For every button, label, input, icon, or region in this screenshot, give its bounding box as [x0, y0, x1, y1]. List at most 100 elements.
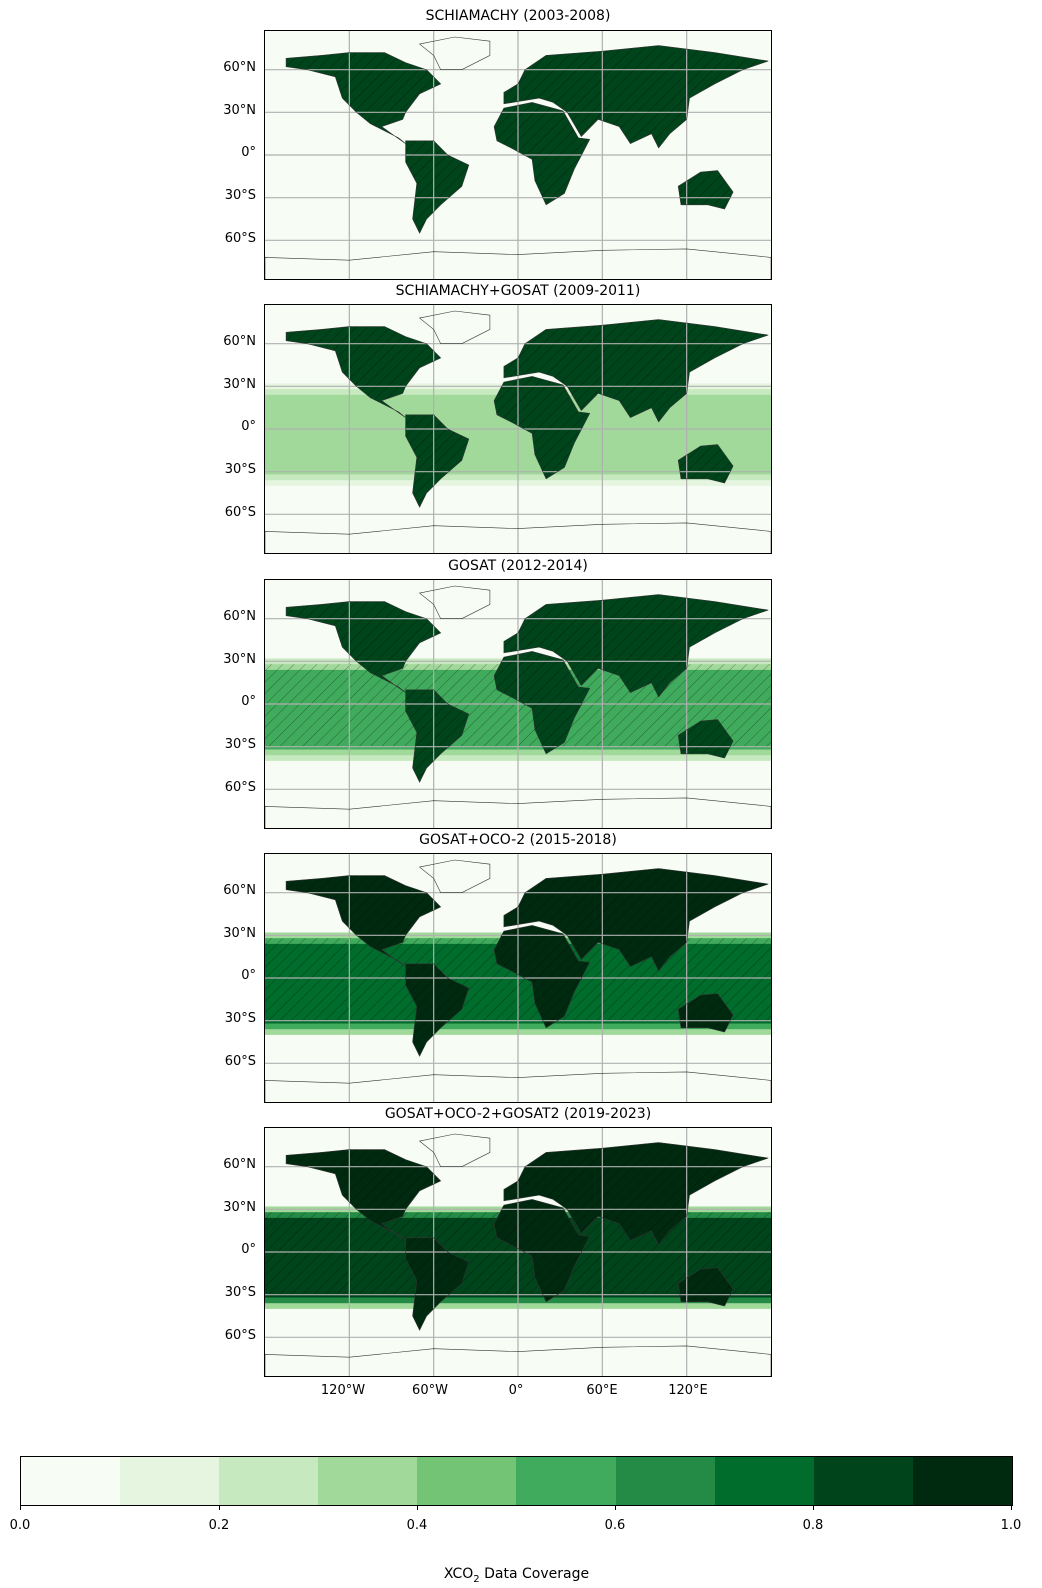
lat-label-30s: 30°S — [224, 188, 256, 203]
coastline-africa — [493, 376, 591, 480]
lon-label-120w: 120°W — [320, 1383, 366, 1398]
colorbar-segment — [417, 1457, 517, 1505]
lat-label-30s: 30°S — [224, 1285, 256, 1300]
high-coverage-hatch — [286, 326, 441, 418]
lat-label-30s: 30°S — [224, 737, 256, 752]
coverage-map — [265, 305, 771, 553]
high-coverage-hatch — [405, 1237, 469, 1331]
coverage-map — [265, 1128, 771, 1376]
colorbar-tick — [219, 1505, 220, 1510]
coastline-antarctica — [265, 1345, 771, 1376]
colorbar-segment — [912, 1457, 1012, 1505]
coastline-greenland — [418, 585, 491, 620]
coastline-eurasia — [503, 1142, 769, 1246]
colorbar-title-rest: Data Coverage — [479, 1566, 590, 1582]
high-coverage-hatch — [405, 689, 469, 783]
high-coverage-hatch — [503, 45, 769, 148]
coastline-australia — [677, 170, 734, 210]
coastline-antarctica — [265, 797, 771, 828]
map-frame — [264, 30, 772, 280]
coastline-namerica — [285, 601, 442, 693]
high-coverage-hatch — [503, 868, 769, 971]
panel-title: GOSAT+OCO-2 (2015-2018) — [419, 832, 617, 848]
colorbar-segment — [120, 1457, 220, 1505]
lat-label-0: 0° — [241, 419, 256, 434]
colorbar-segment — [813, 1457, 913, 1505]
coastline-eurasia — [503, 45, 769, 149]
coastline-greenland — [418, 36, 491, 71]
coastline-africa — [493, 925, 591, 1029]
lat-label-60n: 60°N — [223, 334, 256, 349]
colorbar-segment — [21, 1457, 121, 1505]
colorbar-tick-label: 0.2 — [208, 1518, 230, 1533]
lat-label-60s: 60°S — [224, 1054, 256, 1069]
lat-label-30n: 30°N — [223, 926, 256, 941]
colorbar-title-sub: 2 — [473, 1573, 480, 1585]
coastline-eurasia — [503, 868, 769, 972]
lon-label-0: 0° — [508, 1383, 524, 1398]
coastline-antarctica — [265, 522, 771, 553]
lon-label-60e: 60°E — [586, 1383, 618, 1398]
coastline-samerica — [405, 1237, 470, 1331]
map-frame — [264, 579, 772, 829]
colorbar-tick-label: 0.0 — [9, 1518, 31, 1533]
coastline-namerica — [285, 875, 442, 967]
high-coverage-hatch — [678, 444, 734, 483]
coverage-map — [265, 580, 771, 828]
lat-label-30n: 30°N — [223, 377, 256, 392]
coastline-australia — [677, 444, 734, 484]
lat-label-60s: 60°S — [224, 1328, 256, 1343]
high-coverage-hatch — [286, 875, 441, 967]
colorbar-tick — [1011, 1505, 1012, 1510]
lat-label-60n: 60°N — [223, 609, 256, 624]
coastline-namerica — [285, 326, 442, 418]
lon-label-120e: 120°E — [668, 1383, 708, 1398]
lat-label-30n: 30°N — [223, 1200, 256, 1215]
map-frame — [264, 1127, 772, 1377]
coastline-antarctica — [265, 1071, 771, 1102]
lat-label-0: 0° — [241, 145, 256, 160]
high-coverage-hatch — [503, 319, 769, 422]
high-coverage-hatch — [405, 963, 469, 1057]
high-coverage-hatch — [405, 414, 469, 508]
lat-label-0: 0° — [241, 1242, 256, 1257]
coastline-samerica — [405, 140, 470, 234]
lat-label-30s: 30°S — [224, 1011, 256, 1026]
colorbar-title: XCO2 Data Coverage — [20, 1566, 1013, 1588]
high-coverage-hatch — [286, 52, 441, 144]
colorbar — [20, 1456, 1013, 1506]
coastline-greenland — [418, 310, 491, 345]
panel-title: GOSAT (2012-2014) — [448, 558, 588, 574]
colorbar-tick-label: 0.8 — [802, 1518, 824, 1533]
colorbar-tick — [615, 1505, 616, 1510]
coastline-samerica — [405, 963, 470, 1057]
high-coverage-hatch — [678, 719, 734, 758]
coastline-samerica — [405, 689, 470, 783]
panel-title: GOSAT+OCO-2+GOSAT2 (2019-2023) — [384, 1106, 652, 1122]
lat-label-60n: 60°N — [223, 60, 256, 75]
colorbar-tick — [417, 1505, 418, 1510]
map-frame — [264, 304, 772, 554]
colorbar-tick — [813, 1505, 814, 1510]
lon-label-60w: 60°W — [412, 1383, 448, 1398]
coastline-africa — [493, 102, 591, 206]
colorbar-title-main: XCO — [443, 1566, 474, 1582]
lat-label-0: 0° — [241, 968, 256, 983]
high-coverage-hatch — [503, 1142, 769, 1245]
coastline-greenland — [418, 1133, 491, 1168]
coastline-australia — [677, 719, 734, 759]
high-coverage-hatch — [405, 140, 469, 234]
coastline-samerica — [405, 414, 470, 508]
colorbar-segment — [318, 1457, 418, 1505]
colorbar-tick — [20, 1505, 21, 1510]
coastline-antarctica — [265, 248, 771, 279]
high-coverage-hatch — [678, 1267, 734, 1306]
coastline-africa — [493, 1199, 591, 1303]
colorbar-tick-label: 1.0 — [1000, 1518, 1022, 1533]
lat-label-60s: 60°S — [224, 231, 256, 246]
coastline-africa — [493, 651, 591, 755]
colorbar-segment — [516, 1457, 616, 1505]
colorbar-segment — [219, 1457, 319, 1505]
coastline-eurasia — [503, 594, 769, 698]
coastline-eurasia — [503, 319, 769, 423]
